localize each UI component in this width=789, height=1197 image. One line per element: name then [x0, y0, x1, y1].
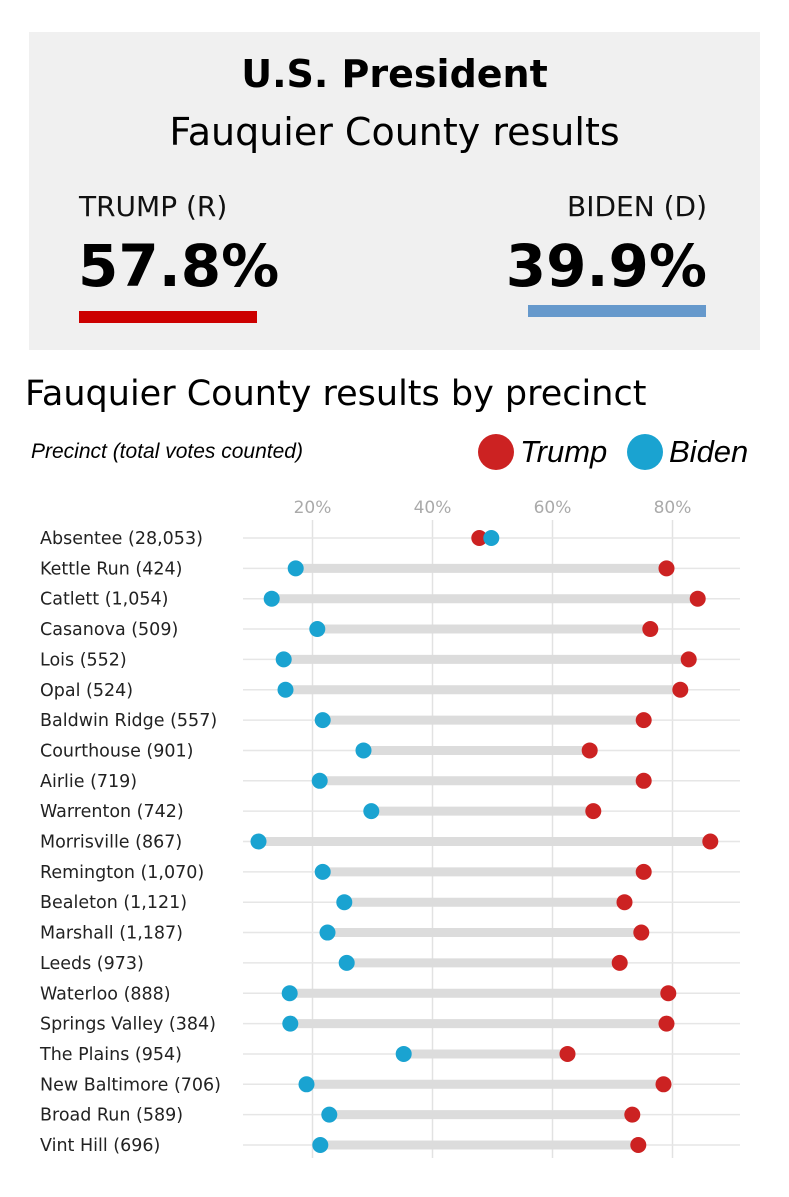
biden-dot [277, 681, 294, 698]
precinct-label: Kettle Run (424) [40, 559, 182, 579]
trump-dot [624, 1106, 641, 1123]
trump-dot [660, 985, 677, 1002]
summary-panel: U.S. President Fauquier County results T… [29, 32, 760, 350]
summary-title: U.S. President [241, 52, 548, 96]
trump-dot [616, 894, 633, 911]
precinct-label: Broad Run (589) [40, 1106, 183, 1126]
axis-caption: Precinct (total votes counted) [31, 440, 303, 463]
x-tick-label: 40% [414, 498, 452, 518]
precinct-label: Warrenton (742) [40, 802, 184, 822]
x-tick-label: 80% [654, 498, 692, 518]
trump-dot [635, 772, 652, 789]
biden-dot [309, 621, 326, 638]
precinct-label: Absentee (28,053) [40, 529, 203, 549]
biden-pct: 39.9% [505, 232, 707, 300]
biden-dot [319, 924, 336, 941]
trump-pct: 57.8% [78, 232, 280, 300]
precinct-label: Bealeton (1,121) [40, 893, 187, 913]
trump-dot [635, 863, 652, 880]
trump-legend-dot [478, 434, 514, 470]
precinct-label: Vint Hill (696) [40, 1136, 160, 1156]
precinct-label: Courthouse (901) [40, 741, 193, 761]
precinct-label: Waterloo (888) [40, 984, 171, 1004]
trump-dot [611, 954, 628, 971]
precinct-label: Airlie (719) [40, 772, 137, 792]
biden-dot [281, 985, 298, 1002]
trump-bar [79, 311, 257, 323]
precinct-label: New Baltimore (706) [40, 1075, 221, 1095]
trump-dot [471, 530, 488, 546]
x-tick-label: 20% [294, 498, 332, 518]
biden-bar [528, 305, 706, 317]
trump-dot [655, 1076, 672, 1093]
legend-biden-label: Biden [669, 434, 749, 469]
biden-dot [287, 560, 304, 577]
biden-dot [355, 742, 372, 759]
legend-trump-label: Trump [520, 434, 608, 469]
precinct-label: The Plains (954) [39, 1045, 182, 1065]
trump-dot [658, 560, 675, 577]
biden-dot [298, 1076, 315, 1093]
precinct-label: Leeds (973) [40, 954, 144, 974]
precinct-label: Catlett (1,054) [40, 590, 168, 610]
precinct-label: Springs Valley (384) [40, 1015, 216, 1035]
biden-dot [275, 651, 292, 668]
trump-dot [633, 924, 650, 941]
trump-dot [642, 621, 659, 638]
trump-dot [581, 742, 598, 759]
biden-dot [311, 772, 328, 789]
trump-dot [689, 590, 706, 607]
biden-dot [338, 954, 355, 971]
biden-dot [483, 530, 500, 546]
biden-dot [263, 590, 280, 607]
biden-dot [395, 1045, 412, 1062]
precinct-label: Baldwin Ridge (557) [40, 711, 217, 731]
trump-dot [559, 1045, 576, 1062]
precinct-label: Casanova (509) [40, 620, 178, 640]
trump-dot [635, 712, 652, 729]
biden-dot [314, 863, 331, 880]
chart-title: Fauquier County results by precinct [25, 374, 647, 414]
x-tick-label: 60% [534, 498, 572, 518]
legend-biden: Biden [627, 434, 748, 470]
trump-label: TRUMP (R) [79, 190, 228, 223]
biden-dot [363, 803, 380, 820]
biden-dot [321, 1106, 338, 1123]
biden-dot [314, 712, 331, 729]
biden-dot [282, 1015, 299, 1032]
trump-dot [585, 803, 602, 820]
precinct-label: Remington (1,070) [40, 863, 204, 883]
precinct-label: Opal (524) [40, 681, 133, 701]
trump-dot [630, 1137, 647, 1153]
trump-dot [702, 833, 719, 850]
precinct-label: Marshall (1,187) [40, 924, 183, 944]
biden-legend-dot [627, 434, 663, 470]
trump-dot [672, 681, 689, 698]
summary-subtitle: Fauquier County results [169, 110, 620, 154]
biden-dot [250, 833, 267, 850]
biden-dot [336, 894, 353, 911]
legend-trump: Trump [478, 434, 607, 470]
trump-dot [680, 651, 697, 668]
biden-dot [312, 1137, 329, 1153]
biden-label: BIDEN (D) [567, 190, 707, 223]
precinct-label: Lois (552) [40, 650, 127, 670]
trump-dot [658, 1015, 675, 1032]
precinct-label: Morrisville (867) [40, 833, 182, 853]
